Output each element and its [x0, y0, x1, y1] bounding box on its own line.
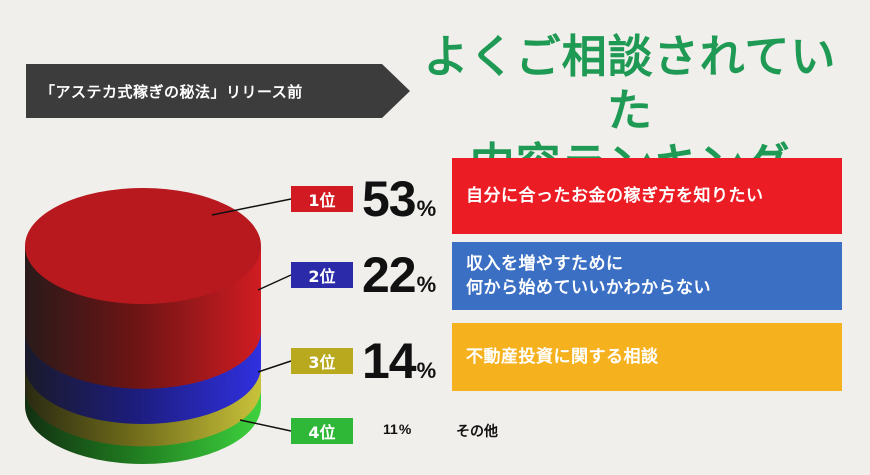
percent-unit-3: %: [416, 358, 437, 383]
leader-line-2: [257, 274, 292, 291]
rank-badge-1: 1位: [291, 186, 353, 212]
rank-badge-2: 2位: [291, 262, 353, 288]
rank-label-1: 1位: [308, 191, 336, 210]
answer-box-3: 不動産投資に関する相談: [452, 323, 842, 391]
answer-text-1: 自分に合ったお金の稼ぎ方を知りたい: [466, 186, 764, 206]
percent-4: 11%: [383, 421, 411, 439]
cylinder-layers: [25, 188, 261, 464]
percent-1: 53%: [362, 170, 436, 228]
rank-badge-3: 3位: [291, 348, 353, 374]
cylinder-top-face: [25, 188, 261, 304]
rank-label-4: 4位: [308, 423, 336, 442]
percent-value-2: 22: [362, 247, 417, 303]
leader-line-4: [239, 419, 292, 432]
answer-text-2a: 収入を増やすために: [466, 254, 624, 274]
percent-3: 14%: [362, 332, 436, 390]
release-tag-text: 「アステカ式稼ぎの秘法」リリース前: [40, 82, 303, 101]
release-tag-arrow: [382, 64, 410, 118]
answer-text-4: その他: [456, 424, 498, 440]
rank-label-2: 2位: [308, 267, 336, 286]
percent-2: 22%: [362, 246, 436, 304]
percent-value-4: 11: [383, 421, 398, 437]
percent-value-1: 53: [362, 171, 417, 227]
percent-value-3: 14: [362, 333, 417, 389]
release-tag: 「アステカ式稼ぎの秘法」リリース前: [26, 64, 382, 118]
percent-unit-2: %: [416, 272, 437, 297]
leader-line-3: [257, 360, 292, 373]
rank-badge-4: 4位: [291, 418, 353, 444]
answer-box-1: 自分に合ったお金の稼ぎ方を知りたい: [452, 158, 842, 234]
chart-title-line1: よくご相談されていた: [423, 30, 837, 137]
leader-line-1: [211, 198, 292, 216]
answer-box-2: 収入を増やすために 何から始めていいかわからない: [452, 242, 842, 310]
percent-unit-1: %: [416, 196, 437, 221]
leader-lines: [211, 198, 292, 432]
percent-unit-4: %: [398, 421, 412, 437]
rank-label-3: 3位: [308, 353, 336, 372]
answer-text-2b: 何から始めていいかわからない: [466, 278, 711, 298]
answer-text-3: 不動産投資に関する相談: [466, 347, 659, 367]
